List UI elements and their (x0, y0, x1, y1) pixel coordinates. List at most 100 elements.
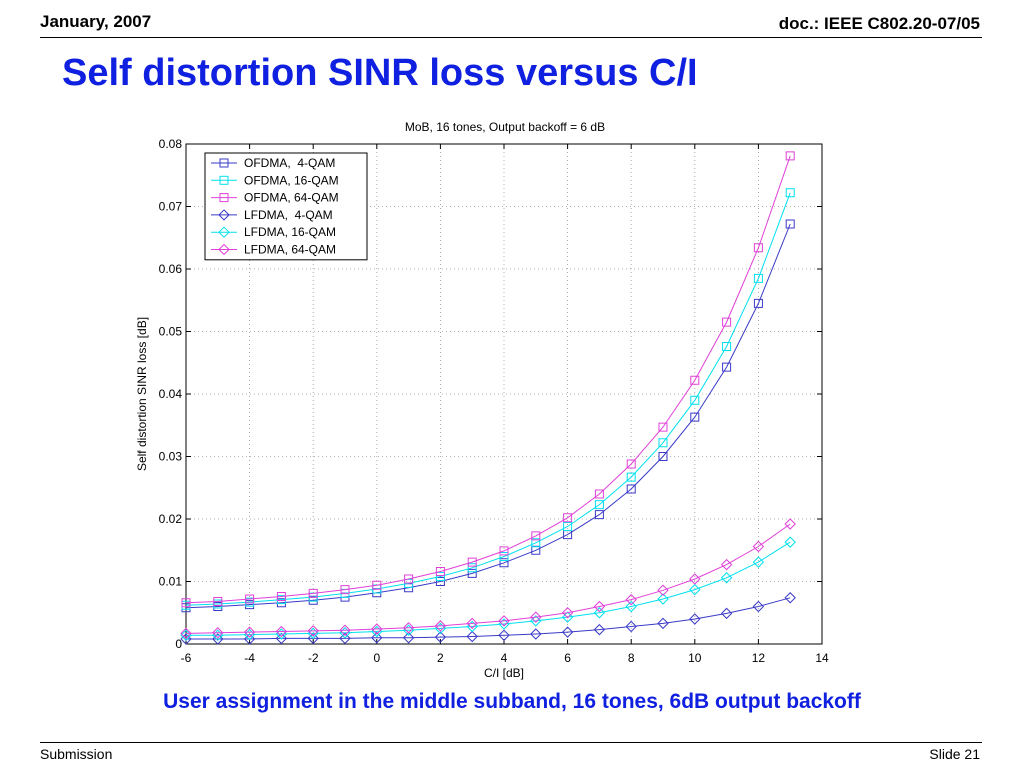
data-point (753, 243, 763, 253)
legend-swatch-marker (218, 226, 230, 238)
y-tick-label: 0.05 (159, 325, 183, 339)
series-line (181, 219, 795, 613)
data-point (404, 574, 414, 584)
data-point (275, 625, 288, 638)
y-tick-label: 0 (175, 637, 182, 651)
data-point (720, 558, 733, 571)
y-tick-label: 0.07 (159, 200, 183, 214)
data-point (499, 558, 509, 568)
data-point (371, 623, 383, 635)
x-tick-label: 2 (437, 651, 444, 665)
data-point (561, 607, 574, 619)
x-tick-label: -4 (244, 651, 255, 665)
legend-swatch-marker (219, 158, 229, 168)
header-divider (40, 37, 982, 38)
data-point (339, 624, 351, 636)
series-path (185, 223, 791, 609)
data-point (593, 600, 606, 613)
data-point (722, 342, 732, 351)
footer-submission: Submission (40, 746, 113, 762)
data-point (720, 572, 733, 584)
data-point (752, 540, 765, 553)
data-point (308, 588, 318, 598)
data-point (498, 615, 510, 627)
data-point (690, 375, 700, 385)
legend-label: OFDMA, 64-QAM (244, 191, 339, 205)
data-point (658, 422, 668, 432)
data-point (530, 628, 542, 640)
data-point (213, 597, 223, 606)
data-point (593, 607, 606, 619)
x-tick-label: 8 (628, 651, 635, 665)
data-point (531, 531, 541, 541)
data-point (626, 472, 636, 482)
series-line (180, 592, 796, 645)
data-point (689, 583, 701, 596)
data-point (467, 557, 477, 567)
data-point (785, 219, 795, 229)
series-line (180, 536, 796, 641)
data-point (531, 538, 541, 548)
data-point (498, 629, 510, 641)
x-axis-label: C/I [dB] (484, 666, 524, 680)
data-point (181, 598, 191, 608)
chart-series (180, 151, 796, 645)
legend-label: OFDMA, 16-QAM (244, 173, 339, 187)
legend-swatch-marker (218, 243, 230, 256)
data-point (690, 412, 700, 422)
data-point (561, 626, 574, 638)
data-point (625, 593, 637, 606)
x-tick-label: 6 (564, 651, 571, 665)
data-point (784, 518, 796, 530)
footer-divider (40, 742, 982, 743)
data-point (435, 567, 445, 576)
data-point (785, 188, 795, 198)
legend-label: LFDMA, 64-QAM (244, 243, 336, 257)
legend-box (204, 152, 368, 261)
footer-slide-number: Slide 21 (929, 746, 980, 762)
legend-label: OFDMA, 4-QAM (244, 156, 335, 170)
data-point (402, 624, 415, 636)
data-point (372, 580, 382, 590)
data-point (499, 552, 509, 561)
data-point (466, 617, 478, 630)
header-doc-id: doc.: IEEE C802.20-07/05 (778, 14, 980, 33)
data-point (371, 625, 383, 638)
data-point (563, 513, 573, 523)
y-tick-label: 0.08 (159, 137, 183, 151)
y-tick-label: 0.04 (159, 387, 183, 401)
data-point (690, 395, 700, 405)
data-point (371, 632, 383, 644)
data-point (243, 628, 256, 641)
data-point (212, 627, 224, 639)
x-tick-label: 14 (815, 651, 829, 665)
data-point (657, 584, 669, 596)
data-point (340, 585, 350, 595)
data-point (722, 317, 732, 327)
data-point (658, 438, 668, 448)
data-point (339, 632, 351, 645)
x-tick-label: 12 (752, 651, 766, 665)
data-point (307, 627, 319, 640)
slide-title: Self distortion SINR loss versus C/I (62, 52, 698, 94)
data-point (243, 633, 256, 645)
data-point (499, 546, 509, 556)
data-point (784, 536, 796, 548)
legend-label: LFDMA, 4-QAM (244, 208, 333, 222)
data-point (785, 151, 795, 161)
data-point (402, 622, 415, 634)
data-point (212, 629, 224, 641)
series-path (185, 155, 791, 604)
y-tick-label: 0.02 (159, 512, 183, 526)
data-point (434, 622, 447, 635)
data-point (467, 563, 477, 573)
y-tick-label: 0.01 (159, 575, 183, 589)
data-point (561, 611, 574, 623)
data-point (275, 632, 288, 645)
data-point (467, 568, 477, 578)
data-point (657, 593, 669, 605)
series-path (185, 192, 791, 606)
legend-label: LFDMA, 16-QAM (244, 225, 336, 239)
data-point (245, 594, 255, 604)
